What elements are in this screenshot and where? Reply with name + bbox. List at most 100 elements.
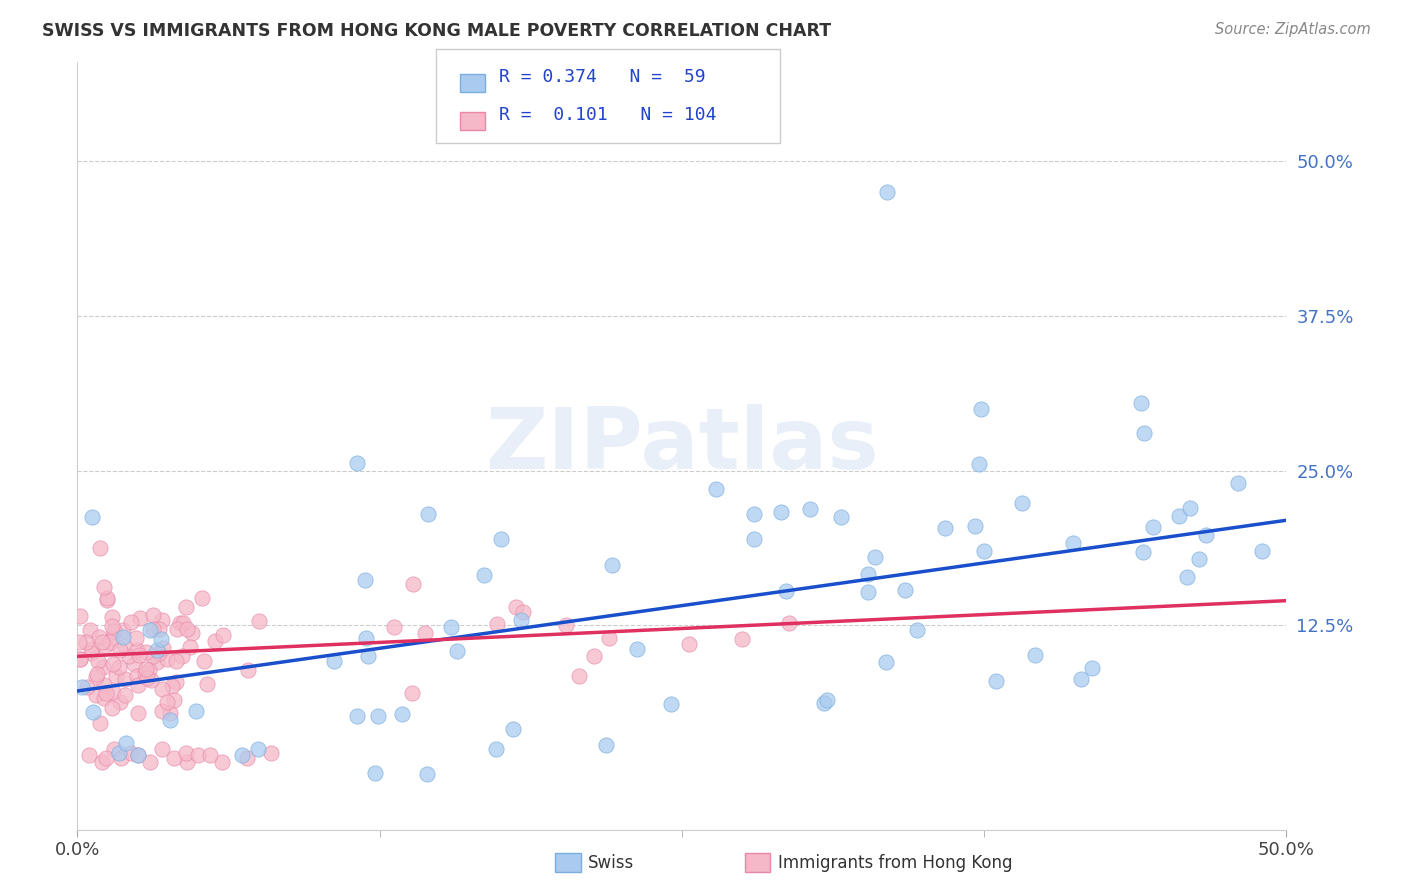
Point [139,755,162,769]
Point [769,505,792,519]
Point [79,748,101,763]
Point [67,635,90,649]
Point [90,755,112,769]
Point [363,766,385,780]
Point [176,755,198,769]
Point [246,742,269,756]
Point [731,632,754,646]
Text: R =  0.101   N = 104: R = 0.101 N = 104 [499,106,717,124]
Point [367,709,389,723]
Point [103,685,125,699]
Point [127,706,149,720]
Point [82,510,104,524]
Point [1133,425,1156,440]
Point [894,583,917,598]
Point [486,617,509,632]
Point [174,746,197,760]
Point [89,716,111,731]
Point [110,695,132,709]
Point [626,641,648,656]
Point [1062,536,1084,550]
Point [82,642,104,657]
Point [778,615,800,630]
Point [181,625,204,640]
Point [120,746,142,760]
Point [416,767,439,781]
Point [1142,520,1164,534]
Point [704,483,727,497]
Point [93,678,115,692]
Point [96,591,118,605]
Point [69,652,91,666]
Point [401,685,423,699]
Point [1024,648,1046,663]
Point [150,613,173,627]
Point [142,648,165,663]
Point [174,599,197,614]
Point [231,747,253,762]
Point [193,654,215,668]
Point [87,654,110,668]
Point [568,669,591,683]
Point [114,672,136,686]
Point [865,550,887,565]
Point [165,654,187,668]
Point [111,630,134,644]
Point [135,671,157,685]
Point [114,736,136,750]
Point [905,624,928,638]
Point [149,632,172,646]
Point [76,681,98,695]
Point [247,615,270,629]
Point [413,625,436,640]
Point [163,751,186,765]
Point [91,634,114,648]
Point [87,630,110,644]
Point [172,615,194,630]
Point [489,532,512,546]
Point [1011,496,1033,510]
Point [120,615,142,630]
Point [934,520,956,534]
Point [148,646,170,660]
Text: Immigrants from Hong Kong: Immigrants from Hong Kong [778,854,1012,871]
Point [187,748,209,763]
Point [678,637,700,651]
Point [91,660,114,674]
Point [108,643,131,657]
Point [235,751,257,765]
Point [416,507,439,521]
Point [112,623,135,637]
Point [69,651,91,665]
Point [159,706,181,720]
Point [159,713,181,727]
Point [440,620,463,634]
Point [146,643,169,657]
Point [148,622,170,636]
Point [100,631,122,645]
Point [472,567,495,582]
Point [166,622,188,636]
Point [858,566,880,581]
Point [744,532,766,546]
Point [353,574,375,588]
Point [103,657,125,672]
Point [86,667,108,681]
Point [139,673,162,687]
Point [138,663,160,677]
Point [815,692,838,706]
Point [1178,500,1201,515]
Point [75,635,97,649]
Point [127,678,149,692]
Point [156,695,179,709]
Point [79,646,101,660]
Point [82,705,104,719]
Point [160,679,183,693]
Point [799,502,821,516]
Point [101,701,124,715]
Point [104,669,127,683]
Point [598,631,620,645]
Point [512,605,534,619]
Point [165,675,187,690]
Point [1168,508,1191,523]
